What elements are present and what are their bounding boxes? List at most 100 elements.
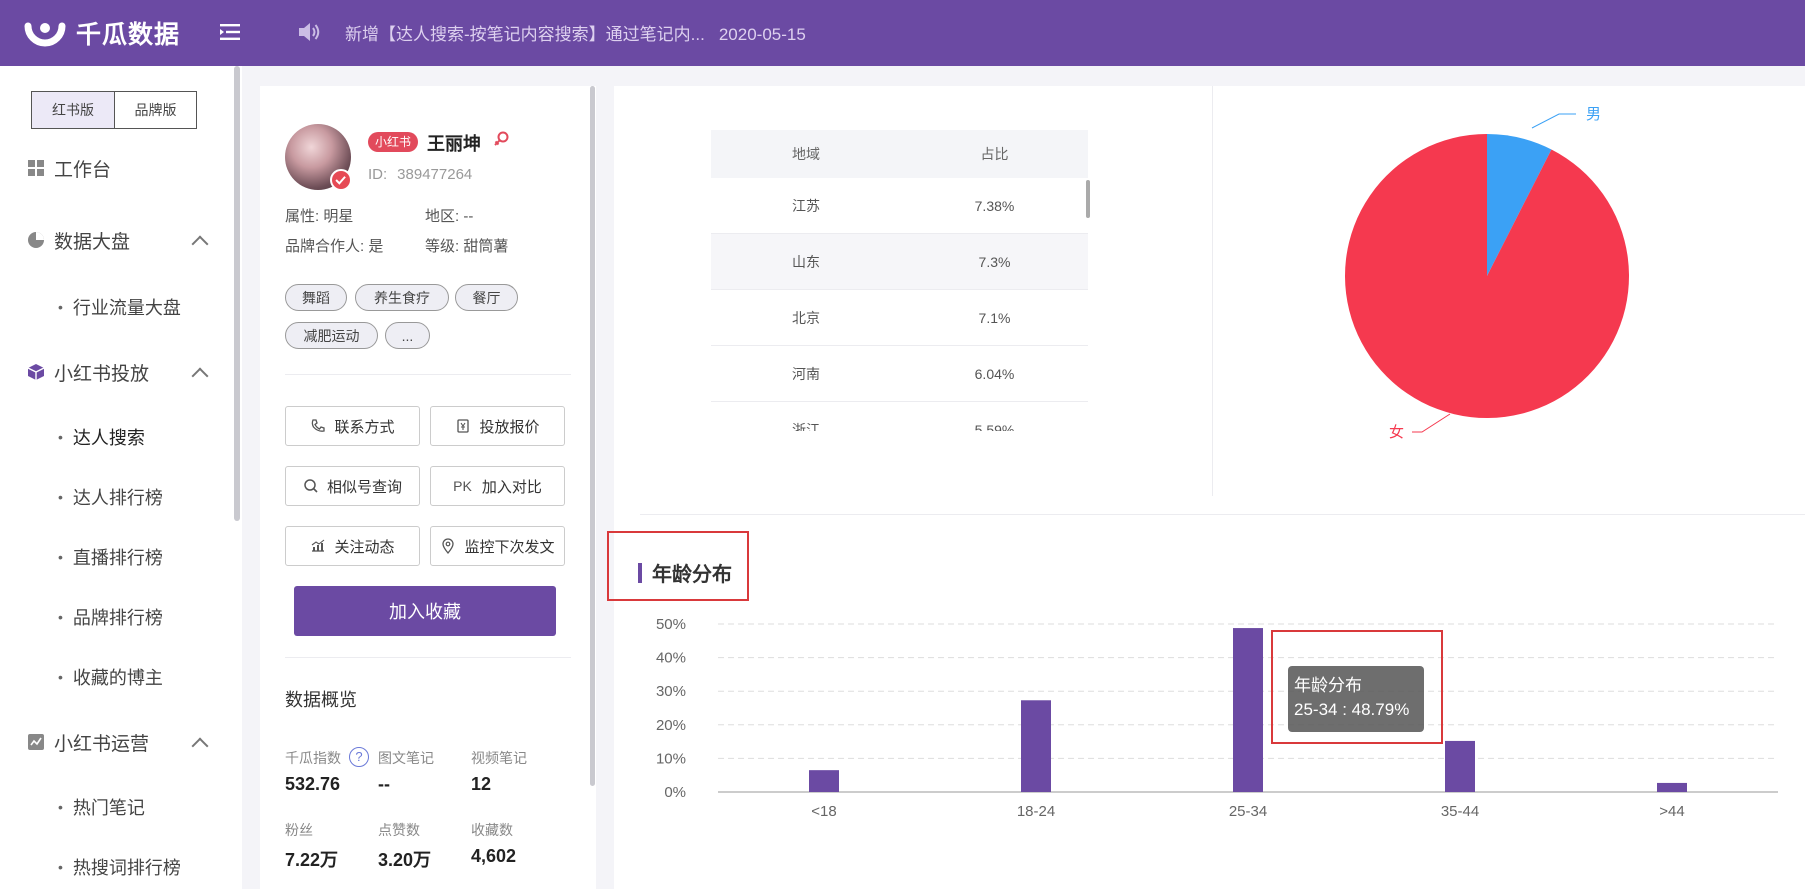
grid-icon bbox=[28, 160, 44, 176]
table-row: 北京 7.1% bbox=[711, 290, 1088, 346]
follow-updates-button[interactable]: 关注动态 bbox=[285, 526, 420, 566]
stat-value-image-notes: -- bbox=[378, 774, 390, 794]
table-row: 江苏 7.38% bbox=[711, 178, 1088, 234]
sidebar-item-label: 小红书投放 bbox=[54, 363, 150, 385]
bar-35-44[interactable] bbox=[1445, 740, 1475, 792]
sidebar-item-workbench[interactable]: 工作台 bbox=[0, 152, 234, 184]
announcement-date: 2020-05-15 bbox=[718, 25, 806, 44]
attr-level: 等级: 甜筒薯 bbox=[425, 238, 509, 255]
sidebar-item-hot-notes[interactable]: 热门笔记 bbox=[58, 794, 145, 820]
sidebar-item-influencer-search[interactable]: 达人搜索 bbox=[58, 424, 145, 450]
y-tick-label: 10% bbox=[656, 750, 686, 767]
main-panel: 地域 占比 江苏 7.38% 山东 7.3% 北京 7.1% 河南 6.04% … bbox=[607, 86, 1805, 889]
stat-label-qiangua-index: 千瓜指数 bbox=[285, 750, 341, 766]
top-bar: 千瓜数据 新增【达人搜索-按笔记内容搜索】通过笔记内... 2020-05-15 bbox=[0, 0, 1805, 66]
contact-button-label: 联系方式 bbox=[334, 418, 395, 436]
sidebar-item-influencer-ranking[interactable]: 达人排行榜 bbox=[58, 484, 163, 510]
similar-search-button[interactable]: 相似号查询 bbox=[285, 466, 420, 506]
y-tick-label: 40% bbox=[656, 650, 686, 667]
stat-label-likes: 点赞数 bbox=[378, 822, 420, 838]
y-tick-label: 30% bbox=[656, 683, 686, 700]
stat-value-qiangua-index: 532.76 bbox=[285, 774, 341, 794]
sidebar-item-favorite-bloggers[interactable]: 收藏的博主 bbox=[58, 664, 163, 690]
sidebar-item-brand-ranking[interactable]: 品牌排行榜 bbox=[58, 604, 163, 630]
attr-brand-partner: 品牌合作人: 是 bbox=[285, 238, 384, 255]
add-compare-button[interactable]: PK 加入对比 bbox=[430, 466, 565, 506]
region-cell: 山东 bbox=[792, 253, 820, 270]
age-title-highlight bbox=[607, 531, 749, 601]
announcement[interactable]: 新增【达人搜索-按笔记内容搜索】通过笔记内... 2020-05-15 bbox=[345, 20, 806, 45]
tag-dance[interactable]: 舞蹈 bbox=[285, 284, 347, 311]
stat-value-fans: 7.22万 bbox=[285, 850, 339, 870]
tag-restaurant[interactable]: 餐厅 bbox=[455, 284, 518, 311]
chart-tooltip: 年龄分布 25-34 : 48.79% bbox=[1288, 666, 1424, 732]
contact-button[interactable]: 联系方式 bbox=[285, 406, 420, 446]
sidebar-item-redbook-ops[interactable]: 小红书运营 bbox=[0, 726, 234, 758]
help-icon[interactable]: ? bbox=[349, 747, 369, 767]
ad-quote-button[interactable]: 投放报价 bbox=[430, 406, 565, 446]
bar-25-34[interactable] bbox=[1233, 628, 1263, 792]
pie-label: 女 bbox=[1389, 423, 1404, 441]
tag-health-diet[interactable]: 养生食疗 bbox=[355, 284, 449, 311]
version-brand-option[interactable]: 品牌版 bbox=[115, 91, 197, 129]
price-tag-icon bbox=[457, 419, 470, 433]
search-icon bbox=[304, 479, 318, 493]
monitor-next-post-button[interactable]: 监控下次发文 bbox=[430, 526, 565, 566]
share-cell: 7.38% bbox=[974, 197, 1015, 214]
divider bbox=[285, 657, 571, 658]
sidebar-item-label: 数据大盘 bbox=[54, 231, 131, 253]
version-redbook-option[interactable]: 红书版 bbox=[31, 91, 115, 129]
profile-scrollbar[interactable] bbox=[590, 86, 595, 786]
add-favorite-button[interactable]: 加入收藏 bbox=[294, 586, 556, 636]
pie-icon bbox=[28, 232, 44, 248]
attr-type: 属性: 明星 bbox=[285, 208, 354, 225]
sidebar-item-label: 工作台 bbox=[54, 159, 112, 181]
divider bbox=[1212, 86, 1213, 496]
stat-value-video-notes: 12 bbox=[471, 774, 492, 794]
x-tick-label: 18-24 bbox=[1017, 803, 1055, 820]
region-cell: 河南 bbox=[792, 365, 820, 382]
bar-18-24[interactable] bbox=[1021, 700, 1051, 792]
ad-quote-button-label: 投放报价 bbox=[479, 418, 540, 436]
bar->44[interactable] bbox=[1657, 782, 1687, 792]
sidebar-item-data-dashboard[interactable]: 数据大盘 bbox=[0, 224, 234, 256]
share-cell: 6.04% bbox=[974, 365, 1015, 382]
female-icon bbox=[494, 131, 509, 146]
location-pin-icon bbox=[442, 538, 455, 554]
phone-icon bbox=[312, 419, 326, 432]
share-cell: 7.1% bbox=[978, 309, 1011, 326]
attr-region: 地区: -- bbox=[425, 208, 474, 225]
similar-search-button-label: 相似号查询 bbox=[326, 478, 402, 496]
version-toggle: 红书版 品牌版 bbox=[31, 91, 197, 129]
stat-value-favorites: 4,602 bbox=[471, 846, 517, 866]
table-row: 河南 6.04% bbox=[711, 346, 1088, 402]
platform-badge: 小红书 bbox=[368, 132, 419, 152]
pie-slice-female[interactable] bbox=[1345, 134, 1629, 418]
chart-box-icon bbox=[28, 734, 44, 750]
region-column-header: 地域 bbox=[792, 146, 820, 162]
region-table: 地域 占比 江苏 7.38% 山东 7.3% 北京 7.1% 河南 6.04% … bbox=[711, 130, 1088, 442]
age-distribution-title: 年龄分布 bbox=[638, 558, 732, 587]
tag-more[interactable]: ... bbox=[385, 322, 430, 349]
verified-icon bbox=[330, 169, 352, 191]
divider bbox=[285, 374, 571, 375]
sidebar-item-industry-traffic[interactable]: 行业流量大盘 bbox=[58, 294, 181, 320]
pie-slice-male[interactable] bbox=[1487, 134, 1552, 276]
brand-name: 千瓜数据 bbox=[76, 21, 181, 49]
sidebar-item-live-ranking[interactable]: 直播排行榜 bbox=[58, 544, 163, 570]
monitor-next-post-button-label: 监控下次发文 bbox=[464, 538, 555, 556]
sidebar-item-redbook-ads[interactable]: 小红书投放 bbox=[0, 356, 234, 388]
sidebar-item-hot-keywords[interactable]: 热搜词排行榜 bbox=[58, 854, 181, 880]
brand-logo-icon bbox=[24, 22, 66, 47]
tag-fitness[interactable]: 减肥运动 bbox=[285, 322, 378, 349]
x-tick-label: >44 bbox=[1659, 803, 1684, 820]
bar-<18[interactable] bbox=[809, 770, 839, 792]
region-table-scrollbar[interactable] bbox=[1086, 180, 1090, 218]
id-value: 389477264 bbox=[397, 166, 473, 183]
sidebar-scrollbar[interactable] bbox=[234, 66, 240, 521]
brand-logo[interactable]: 千瓜数据 bbox=[24, 12, 180, 54]
menu-toggle-icon[interactable] bbox=[218, 20, 242, 44]
region-cell: 江苏 bbox=[792, 197, 820, 214]
pie-label-line bbox=[1531, 113, 1576, 129]
sidebar-item-label: 小红书运营 bbox=[54, 733, 150, 755]
